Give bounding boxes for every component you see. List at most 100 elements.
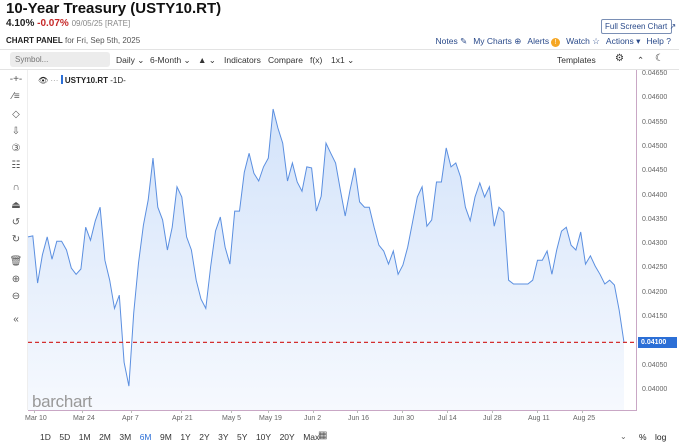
y-tick-label: 0.04400 [642, 191, 668, 199]
indicators-button[interactable]: Indicators [224, 55, 261, 65]
range-20y[interactable]: 20Y [279, 432, 295, 442]
price-area [28, 109, 624, 410]
collapse-icon[interactable]: « [13, 314, 19, 325]
x-tick [492, 410, 493, 413]
arrow-down-icon[interactable]: ⇩ [11, 126, 21, 137]
zoom-in-icon[interactable]: ⊕ [11, 274, 21, 285]
x-tick [231, 410, 232, 413]
chart-type-dropdown[interactable]: ▲ ⌄ [198, 55, 216, 65]
range-2m[interactable]: 2M [99, 432, 111, 442]
line-tools-icon[interactable]: ⁄≡ [12, 91, 20, 102]
patterns-icon[interactable]: ☷ [11, 160, 21, 171]
range-6m[interactable]: 6M [139, 432, 152, 442]
fx-button[interactable]: f(x) [310, 55, 323, 65]
link-label: Actions [605, 36, 634, 46]
x-tick [34, 410, 35, 413]
interval-dropdown[interactable]: Daily ⌄ [116, 55, 145, 65]
zoom-out-icon[interactable]: ⊖ [11, 291, 21, 302]
x-tick [82, 410, 83, 413]
x-tick-label: Apr 7 [122, 415, 139, 422]
percent-toggle[interactable]: % [639, 432, 647, 442]
period-dropdown[interactable]: 6-Month ⌄ [150, 55, 191, 65]
link-help[interactable]: Help ? [646, 36, 671, 47]
x-axis-line [28, 410, 637, 411]
link-actions[interactable]: Actions ▾ [606, 36, 641, 47]
expand-down-icon[interactable]: ⌄ [620, 432, 627, 441]
x-tick-label: Mar 24 [73, 415, 95, 422]
x-tick-label: Jun 30 [393, 415, 415, 422]
y-tick-label: 0.04200 [642, 288, 668, 296]
eye-icon[interactable]: 👁 [38, 76, 49, 85]
x-tick [402, 410, 403, 413]
x-tick [582, 410, 583, 413]
link-alerts[interactable]: Alerts! [527, 36, 561, 47]
link-label: Alerts [527, 36, 550, 46]
compare-button[interactable]: Compare [268, 55, 303, 65]
link-label: Help [646, 36, 664, 46]
range-5d[interactable]: 5D [59, 432, 71, 442]
y-tick-label: 0.04500 [642, 142, 668, 150]
gear-icon[interactable]: ⚙ [615, 53, 624, 64]
y-tick-label: 0.04150 [642, 313, 668, 321]
x-tick [357, 410, 358, 413]
templates-button[interactable]: Templates [557, 55, 596, 65]
x-tick-label: May 5 [222, 415, 242, 422]
magnet-icon[interactable]: ∩ [12, 182, 20, 193]
price-change: -0.07% [37, 18, 69, 29]
full-screen-chart-button[interactable]: Full Screen Chart ↗ [601, 19, 676, 34]
range-3m[interactable]: 3M [119, 432, 132, 442]
dark-mode-moon-icon[interactable]: ☾ [655, 53, 664, 64]
header-links: Notes ✎ My Charts ⊕ Alerts! Watch ☆ Actions … [435, 36, 671, 47]
legend-interval: -1D- [110, 76, 126, 85]
number-marker-icon[interactable]: ③ [11, 143, 21, 154]
y-tick-label: 0.04550 [642, 118, 668, 126]
star-icon: ☆ [589, 36, 600, 46]
range-9m[interactable]: 9M [160, 432, 172, 442]
x-tick-label: May 19 [259, 415, 282, 422]
help-icon: ? [663, 36, 671, 46]
range-1m[interactable]: 1M [78, 432, 91, 442]
y-tick-label: 0.04650 [642, 70, 668, 77]
crosshair-icon[interactable]: -+- [9, 74, 23, 85]
range-10y[interactable]: 10Y [255, 432, 272, 442]
layout-dropdown[interactable]: 1x1 ⌄ [331, 55, 355, 65]
log-toggle[interactable]: log [655, 432, 667, 442]
x-tick [537, 410, 538, 413]
link-watch[interactable]: Watch ☆ [566, 36, 600, 47]
x-tick [447, 410, 448, 413]
trash-icon[interactable]: 🗑 [9, 256, 23, 267]
range-1y[interactable]: 1Y [180, 432, 191, 442]
range-1d[interactable]: 1D [40, 432, 51, 442]
range-2y[interactable]: 2Y [199, 432, 210, 442]
edit-icon: ✎ [457, 36, 468, 46]
x-tick-label: Mar 10 [25, 415, 47, 422]
divider [0, 49, 679, 50]
unlock-icon[interactable]: ⏏ [11, 200, 21, 211]
x-tick-label: Jun 2 [304, 415, 322, 422]
caret-down-icon: ▾ [633, 36, 641, 46]
redo-icon[interactable]: ↻ [11, 234, 21, 245]
x-tick-label: Jul 28 [483, 415, 502, 422]
range-max[interactable]: Max [303, 432, 320, 442]
x-tick-label: Jul 14 [438, 415, 457, 422]
collapse-up-icon[interactable]: ⌃ [637, 55, 645, 65]
calendar-icon[interactable]: ▦ [318, 430, 328, 441]
y-tick-label: 0.04350 [642, 215, 668, 223]
panel-title: CHART PANEL [6, 36, 63, 45]
x-tick-label: Jun 16 [348, 415, 370, 422]
range-selector: 1D 5D 1M 2M 3M 6M 9M 1Y 2Y 3Y 5Y 10Y 20Y Max [40, 432, 319, 442]
plus-circle-icon: ⊕ [511, 36, 522, 46]
x-tick [131, 410, 132, 413]
shapes-icon[interactable]: ◇ [12, 109, 20, 120]
x-tick [313, 410, 314, 413]
range-5y[interactable]: 5Y [237, 432, 248, 442]
symbol-search-input[interactable] [10, 52, 110, 67]
undo-icon[interactable]: ↺ [11, 217, 21, 228]
x-tick-label: Aug 25 [573, 415, 596, 422]
range-3y[interactable]: 3Y [218, 432, 229, 442]
link-notes[interactable]: Notes ✎ [435, 36, 467, 47]
current-price-tag: 0.04100 [638, 337, 677, 348]
link-label: My Charts [473, 36, 512, 46]
link-my-charts[interactable]: My Charts ⊕ [473, 36, 521, 47]
